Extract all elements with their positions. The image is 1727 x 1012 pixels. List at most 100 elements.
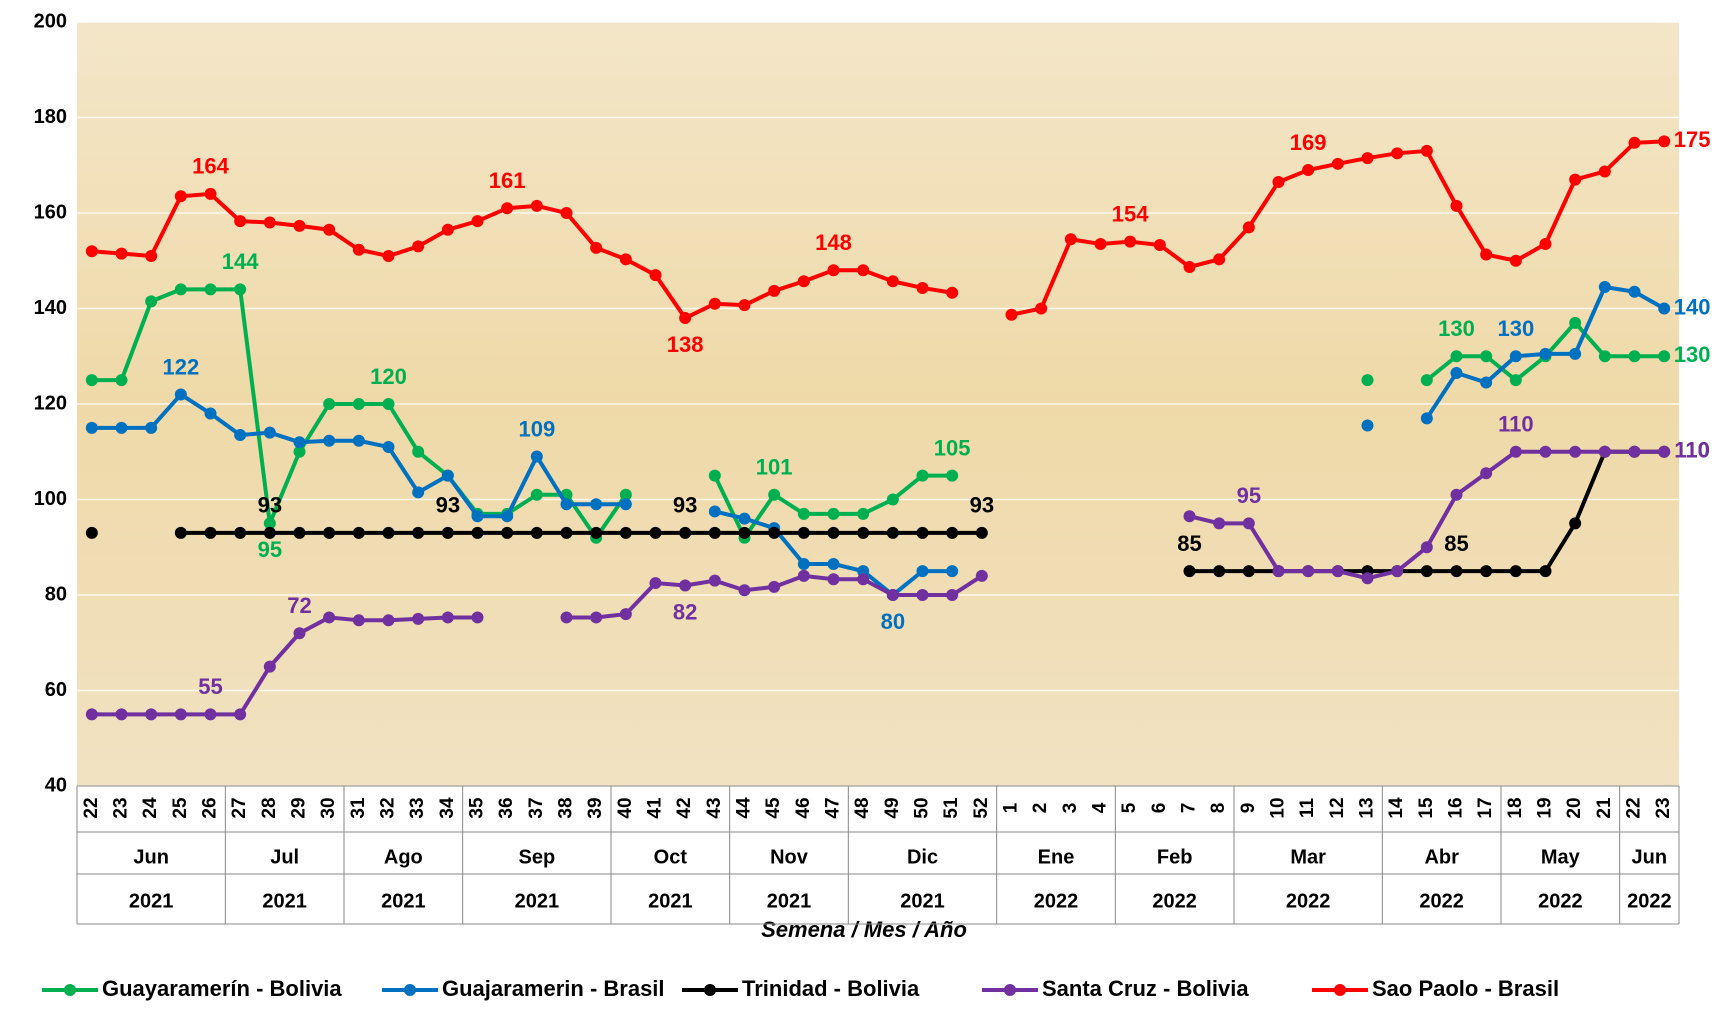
data-point (471, 611, 484, 624)
data-point (1213, 253, 1226, 266)
year-label: 2022 (1286, 890, 1331, 912)
x-tick-label: 50 (912, 797, 933, 818)
data-point (975, 526, 988, 539)
year-label: 2022 (1034, 890, 1079, 912)
x-tick-label: 42 (674, 797, 695, 818)
legend-marker (404, 984, 416, 996)
data-point (85, 526, 98, 539)
data-point (708, 505, 721, 518)
data-point (1509, 445, 1522, 458)
data-point (679, 312, 692, 325)
data-point (649, 269, 662, 282)
data-point (234, 283, 247, 296)
x-tick-label: 15 (1416, 797, 1437, 819)
data-point (412, 486, 425, 499)
year-label: 2021 (767, 890, 812, 912)
data-point (1569, 316, 1582, 329)
x-tick-label: 5 (1119, 802, 1140, 813)
data-point (1153, 238, 1166, 251)
x-tick-label: 14 (1386, 797, 1407, 819)
data-point (649, 577, 662, 590)
data-point (679, 579, 692, 592)
month-label: Jun (133, 846, 169, 868)
x-tick-label: 21 (1594, 797, 1615, 819)
data-point (1420, 412, 1433, 425)
y-tick-label: 60 (45, 679, 67, 701)
x-tick-label: 4 (1090, 802, 1111, 813)
data-point (1450, 350, 1463, 363)
data-point (234, 215, 247, 228)
data-point (1628, 136, 1641, 149)
month-label: Mar (1290, 846, 1326, 868)
data-point (352, 614, 365, 627)
data-point (619, 498, 632, 511)
data-point (352, 434, 365, 447)
data-point (115, 708, 128, 721)
x-tick-label: 24 (140, 797, 161, 819)
x-tick-label: 45 (763, 797, 784, 819)
data-point (797, 569, 810, 582)
x-tick-label: 39 (585, 797, 606, 818)
data-point (115, 247, 128, 260)
data-point (1272, 175, 1285, 188)
data-label: 120 (370, 364, 407, 389)
data-point (501, 526, 514, 539)
data-point (827, 507, 840, 520)
data-point (1598, 445, 1611, 458)
data-label: 93 (436, 493, 460, 518)
data-point (738, 512, 751, 525)
data-label: 110 (1674, 438, 1710, 463)
data-point (382, 526, 395, 539)
data-point (1213, 517, 1226, 530)
data-point (560, 526, 573, 539)
data-point (1420, 565, 1433, 578)
data-point (145, 249, 158, 262)
data-point (263, 526, 276, 539)
x-tick-label: 34 (437, 797, 458, 819)
data-point (263, 426, 276, 439)
data-point (768, 580, 781, 593)
legend-label: Trinidad - Bolivia (742, 976, 920, 1001)
data-point (174, 283, 187, 296)
data-point (85, 245, 98, 258)
data-point (1480, 376, 1493, 389)
data-point (619, 526, 632, 539)
data-point (1331, 565, 1344, 578)
y-tick-label: 200 (34, 10, 67, 32)
data-point (530, 526, 543, 539)
data-label: 144 (222, 249, 259, 274)
data-point (1242, 565, 1255, 578)
y-tick-label: 100 (34, 488, 67, 510)
data-point (1420, 541, 1433, 554)
data-point (768, 488, 781, 501)
data-point (946, 526, 959, 539)
x-tick-label: 18 (1505, 797, 1526, 818)
data-point (1124, 235, 1137, 248)
month-label: Nov (770, 846, 809, 868)
data-point (263, 660, 276, 673)
data-label: 72 (287, 593, 311, 618)
data-label: 55 (198, 674, 222, 699)
data-point (590, 526, 603, 539)
data-point (797, 526, 810, 539)
data-point (382, 249, 395, 262)
data-point (115, 374, 128, 387)
data-label: 130 (1438, 316, 1475, 341)
data-label: 140 (1674, 294, 1711, 319)
x-tick-label: 13 (1357, 797, 1378, 818)
data-point (234, 708, 247, 721)
month-label: Feb (1157, 846, 1193, 868)
data-point (1242, 221, 1255, 234)
x-tick-label: 12 (1327, 797, 1348, 818)
data-point (1480, 565, 1493, 578)
data-point (1361, 152, 1374, 165)
data-point (975, 569, 988, 582)
data-point (1509, 565, 1522, 578)
data-label: 122 (162, 354, 199, 379)
data-point (1391, 147, 1404, 160)
data-point (441, 611, 454, 624)
data-label: 110 (1674, 438, 1710, 463)
data-point (293, 436, 306, 449)
data-label: 105 (934, 435, 971, 460)
data-point (1242, 517, 1255, 530)
